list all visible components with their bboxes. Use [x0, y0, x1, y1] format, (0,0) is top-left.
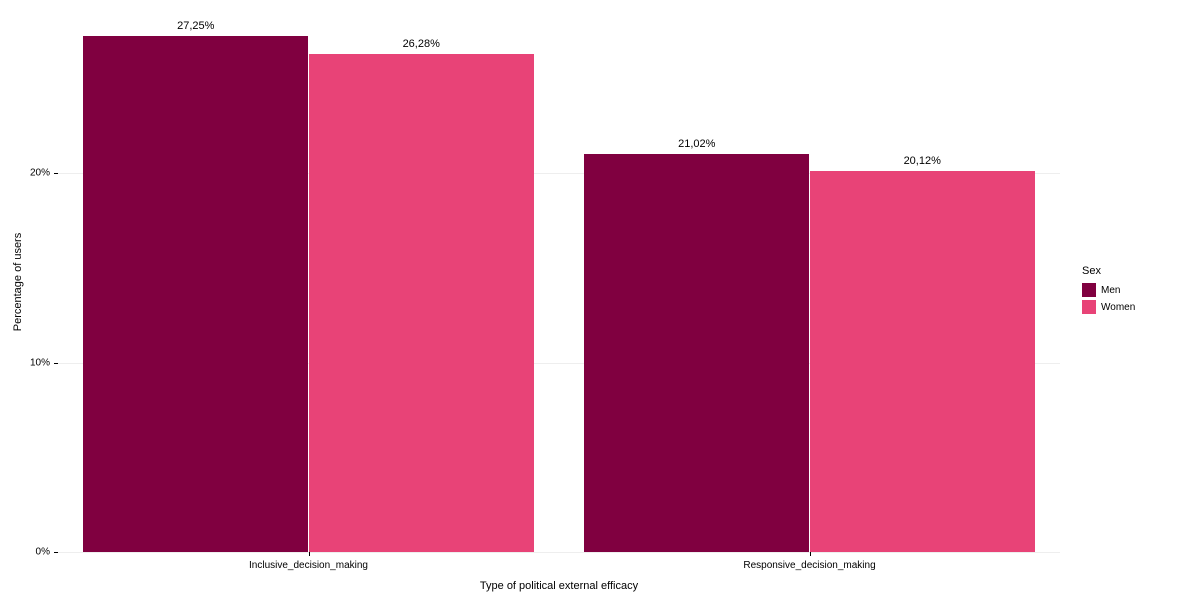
bar-value-label: 20,12% [904, 155, 941, 167]
y-tick-label: 20% [0, 168, 54, 179]
legend-title: Sex [1082, 265, 1135, 277]
x-axis-title: Type of political external efficacy [480, 580, 638, 592]
y-tick-mark [54, 552, 58, 553]
plot-area: 27,25% 26,28% 21,02% 20,12% [58, 12, 1060, 552]
y-tick-label: 0% [0, 547, 54, 558]
y-tick-label: 10% [0, 357, 54, 368]
bar-women-Inclusive_decision_making [309, 54, 534, 552]
bar-value-label: 21,02% [678, 138, 715, 150]
legend-label: Women [1101, 302, 1135, 313]
x-tick-mark [810, 552, 811, 556]
x-category-label: Responsive_decision_making [743, 560, 875, 571]
legend-label: Men [1101, 285, 1120, 296]
bar-men-Responsive_decision_making [584, 154, 809, 552]
chart-container: 27,25% 26,28% 21,02% 20,12% 0% 10% 20% Inclus… [0, 0, 1200, 613]
y-tick-mark [54, 173, 58, 174]
x-tick-mark [309, 552, 310, 556]
x-category-label: Inclusive_decision_making [249, 560, 368, 571]
legend-item: Men [1082, 283, 1135, 297]
bar-value-label: 26,28% [403, 38, 440, 50]
legend-swatch [1082, 300, 1096, 314]
bar-value-label: 27,25% [177, 20, 214, 32]
y-tick-mark [54, 363, 58, 364]
bar-women-Responsive_decision_making [810, 171, 1035, 552]
bar-men-Inclusive_decision_making [83, 36, 308, 552]
legend: Sex Men Women [1082, 265, 1135, 317]
legend-item: Women [1082, 300, 1135, 314]
legend-swatch [1082, 283, 1096, 297]
gridline [58, 552, 1060, 553]
y-axis-title: Percentage of users [12, 233, 24, 331]
